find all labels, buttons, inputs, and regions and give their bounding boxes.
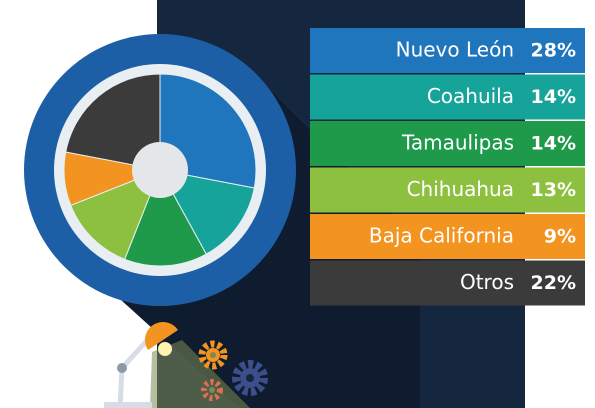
- pie: [63, 73, 257, 267]
- legend: Nuevo León 28% Coahuila 14% Tamaulipas 14% Chi…: [310, 28, 585, 306]
- gears-decoration: [198, 340, 268, 401]
- pie-slice: [124, 168, 207, 267]
- legend-row: [310, 28, 585, 73]
- legend-label: Coahuila: [427, 84, 514, 108]
- legend-value: 28%: [531, 40, 576, 62]
- legend-row: [310, 167, 585, 213]
- legend-label: Chihuahua: [407, 177, 514, 201]
- pie-slice: [159, 169, 255, 255]
- legend-label: Nuevo León: [396, 38, 514, 62]
- legend-label: Tamaulipas: [401, 131, 514, 155]
- legend-value: 13%: [531, 179, 576, 201]
- legend-label: Baja California: [369, 224, 514, 248]
- legend-value: 22%: [531, 272, 576, 294]
- legend-value: 9%: [544, 226, 576, 248]
- legend-row: [310, 74, 585, 120]
- pie-slice: [65, 73, 161, 171]
- legend-row: [310, 121, 585, 166]
- legend-row: [310, 214, 585, 259]
- legend-value: 14%: [531, 86, 576, 108]
- legend-value: 14%: [531, 133, 576, 155]
- legend-row: [310, 260, 585, 306]
- donut-hole: [132, 142, 188, 198]
- legend-label: Otros: [460, 270, 514, 294]
- lamp-decoration: [104, 321, 250, 408]
- pie-slice: [70, 169, 161, 260]
